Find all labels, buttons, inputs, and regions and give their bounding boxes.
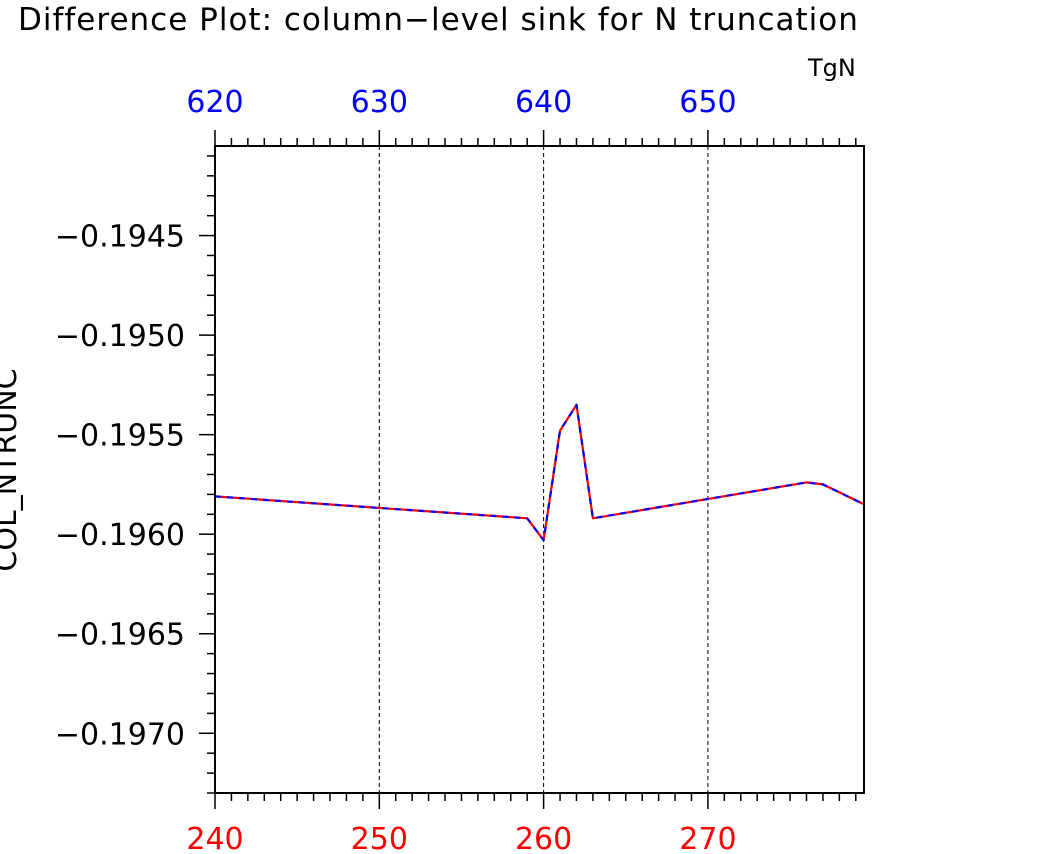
top-tick-label-650: 650	[679, 85, 736, 120]
chart-title: Difference Plot: column−level sink for N…	[18, 2, 859, 38]
series-line-1	[214, 403, 865, 542]
top-tick-label-640: 640	[515, 85, 572, 120]
y-tick-label-2: −0.1955	[55, 419, 185, 454]
top-tick-label-620: 620	[186, 85, 243, 120]
x-tick-label-250: 250	[351, 822, 408, 854]
series-group	[214, 403, 865, 542]
axes-group: 240 250 260 270 620 630 640 650 −0.1945 −0.1950 −0…	[55, 85, 865, 854]
top-tick-label-630: 630	[351, 85, 408, 120]
y-tick-label-3: −0.1960	[55, 518, 185, 553]
x-tick-label-260: 260	[515, 822, 572, 854]
y-axis-label: COL_NTRUNC	[0, 368, 24, 571]
series-line-2	[214, 403, 865, 542]
top-axis-name: TgN	[807, 54, 856, 82]
y-tick-label-4: −0.1965	[55, 618, 185, 653]
grid-lines	[378, 146, 709, 793]
plot-frame	[214, 145, 865, 794]
y-tick-label-0: −0.1945	[55, 220, 185, 255]
y-tick-label-5: −0.1970	[55, 717, 185, 752]
x-tick-label-240: 240	[186, 822, 243, 854]
y-tick-label-1: −0.1950	[55, 319, 185, 354]
x-tick-label-270: 270	[679, 822, 736, 854]
